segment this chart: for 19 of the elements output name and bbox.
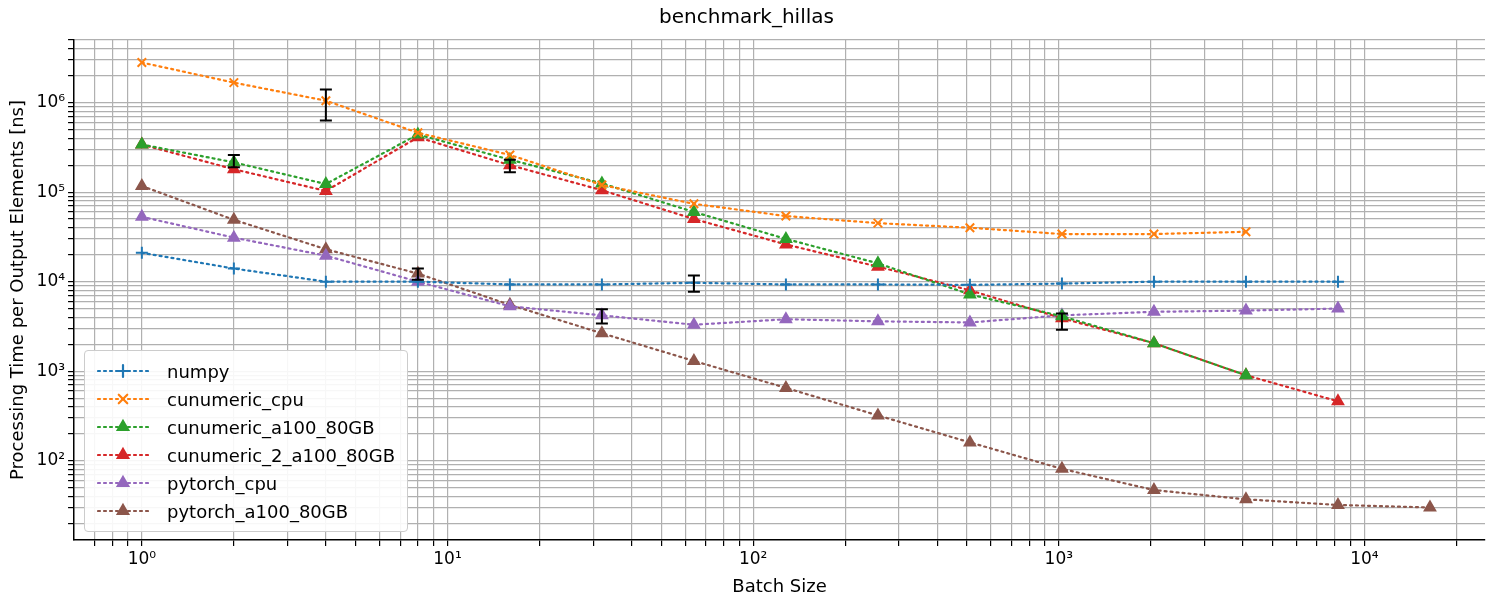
x-axis-title: Batch Size	[732, 574, 827, 596]
x-tick-label: 10¹	[433, 547, 462, 568]
y-axis-title: Processing Time per Output Elements [ns]	[6, 100, 28, 480]
legend-label: pytorch_a100_80GB	[167, 500, 349, 522]
y-tick-label: 10²	[36, 449, 66, 470]
y-tick-label: 10⁵	[36, 180, 66, 201]
legend-label: pytorch_cpu	[167, 472, 278, 494]
legend-label: cunumeric_cpu	[167, 388, 304, 410]
x-tick-label: 10⁴	[1350, 547, 1379, 568]
x-tick-label: 10²	[738, 547, 768, 568]
chart-title: benchmark_hillas	[659, 4, 834, 29]
legend-label: cunumeric_a100_80GB	[167, 416, 375, 438]
x-tick-label: 10³	[1044, 547, 1074, 568]
legend-label: cunumeric_2_a100_80GB	[167, 444, 396, 466]
legend-label: numpy	[167, 360, 230, 382]
y-tick-label: 10⁶	[36, 91, 66, 111]
y-tick-label: 10⁴	[36, 270, 66, 291]
y-tick-label: 10³	[36, 359, 66, 380]
x-tick-label: 10⁰	[127, 547, 157, 568]
